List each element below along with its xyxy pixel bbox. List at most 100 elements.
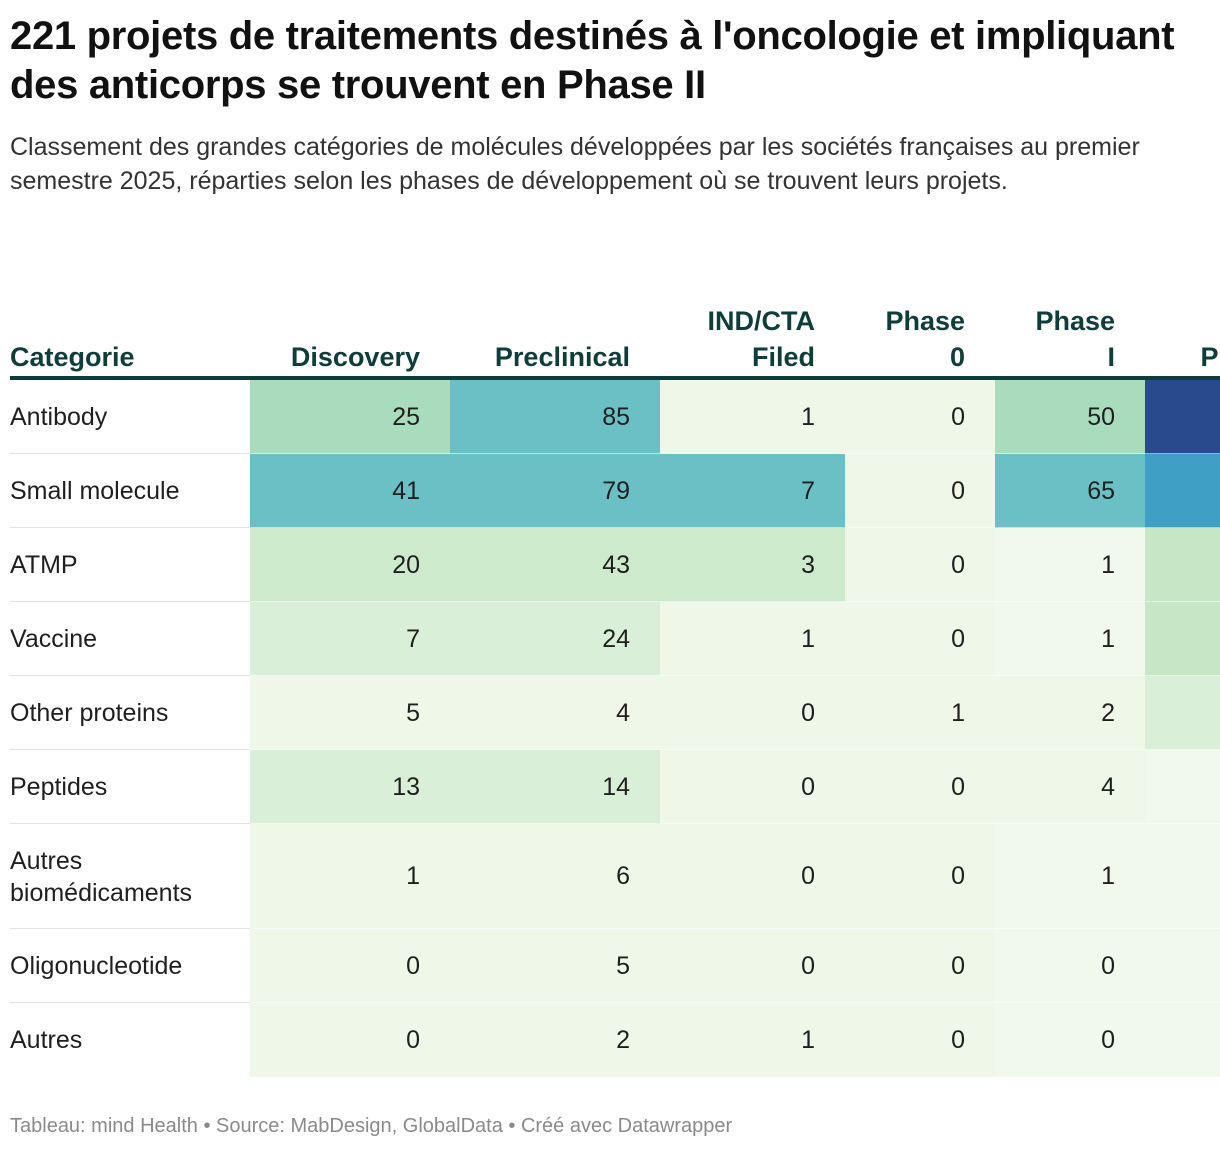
header-rule (10, 376, 1220, 380)
row-separator (250, 453, 1220, 454)
row-separator (10, 453, 250, 454)
table-row: Autres biomédicaments 1 6 0 0 1 (10, 824, 1220, 929)
chart-title: 221 projets de traitements destinés à l'… (10, 14, 1175, 107)
heatmap-cell: 1 (660, 602, 845, 676)
table-row: Antibody 25 85 1 0 50 (10, 380, 1220, 454)
table-row: Small molecule 41 79 7 0 65 (10, 454, 1220, 528)
heatmap-cell: 1 (845, 676, 995, 750)
heatmap-cell: 0 (845, 824, 995, 929)
heatmap-cell: 65 (995, 454, 1145, 528)
column-header-discovery: Discovery (290, 342, 420, 372)
row-label: Small molecule (10, 477, 180, 505)
heatmap-cell: 2 (995, 676, 1145, 750)
column-header-phase-0: Phase 0 (885, 306, 965, 372)
heatmap-cell: 43 (450, 528, 660, 602)
column-header-ind-cta-filed: IND/CTA Filed (707, 306, 816, 372)
heatmap-cell: 5 (250, 676, 450, 750)
heatmap-cell (1145, 380, 1220, 454)
row-separator (250, 928, 1220, 929)
heatmap-cell: 0 (845, 750, 995, 824)
heatmap-cell (1145, 1003, 1220, 1077)
heatmap-cell: 0 (995, 929, 1145, 1003)
row-separator (10, 601, 250, 602)
heatmap-cell: 1 (660, 380, 845, 454)
row-separator (10, 675, 250, 676)
heatmap-cell: 1 (995, 824, 1145, 929)
heatmap-cell: 25 (250, 380, 450, 454)
heatmap-cell: 24 (450, 602, 660, 676)
heatmap-cell (1145, 824, 1220, 929)
heatmap-cell: 1 (250, 824, 450, 929)
heatmap-cell (1145, 602, 1220, 676)
heatmap-cell: 0 (845, 929, 995, 1003)
table-row: Vaccine 7 24 1 0 1 (10, 602, 1220, 676)
table-row: ATMP 20 43 3 0 1 (10, 528, 1220, 602)
chart-subtitle: Classement des grandes catégories de mol… (10, 133, 1140, 195)
heatmap-cell: 3 (660, 528, 845, 602)
table-row: Other proteins 5 4 0 1 2 (10, 676, 1220, 750)
heatmap-cell: 0 (845, 380, 995, 454)
table-row: Oligonucleotide 0 5 0 0 0 (10, 929, 1220, 1003)
heatmap-cell: 0 (995, 1003, 1145, 1077)
heatmap-cell (1145, 676, 1220, 750)
row-separator (250, 675, 1220, 676)
row-label: ATMP (10, 551, 78, 579)
row-separator (250, 601, 1220, 602)
row-label: Peptides (10, 773, 108, 801)
heatmap-cell: 13 (250, 750, 450, 824)
heatmap-cell: 85 (450, 380, 660, 454)
heatmap-cell: 0 (250, 929, 450, 1003)
row-label: Vaccine (10, 625, 98, 653)
heatmap-cell (1145, 929, 1220, 1003)
heatmap-cell: 1 (995, 602, 1145, 676)
table-row: Autres 0 2 1 0 0 (10, 1003, 1220, 1077)
heatmap-cell: 0 (845, 1003, 995, 1077)
heatmap-cell: 14 (450, 750, 660, 824)
table-row: Peptides 13 14 0 0 4 (10, 750, 1220, 824)
row-separator (10, 749, 250, 750)
heatmap-cell: 79 (450, 454, 660, 528)
heatmap-table: Categorie Discovery Preclinical IND/CTA Fil… (10, 285, 1220, 1080)
heatmap-cell: 2 (450, 1003, 660, 1077)
row-label: Other proteins (10, 699, 169, 727)
column-header-phase-i: Phase I (1035, 306, 1115, 372)
heatmap-cell: 0 (660, 750, 845, 824)
heatmap-cell: 4 (450, 676, 660, 750)
row-label: Antibody (10, 403, 108, 431)
heatmap-cell: 7 (660, 454, 845, 528)
column-header-ph: Ph (1200, 342, 1220, 372)
heatmap-cell: 1 (660, 1003, 845, 1077)
heatmap-cell: 50 (995, 380, 1145, 454)
row-separator (250, 749, 1220, 750)
heatmap-cell: 0 (660, 824, 845, 929)
row-separator (250, 1002, 1220, 1003)
row-separator (250, 823, 1220, 824)
heatmap-cell: 0 (250, 1003, 450, 1077)
row-label: Oligonucleotide (10, 952, 183, 980)
heatmap-cell: 0 (845, 528, 995, 602)
heatmap-cell: 41 (250, 454, 450, 528)
row-separator (250, 527, 1220, 528)
row-label: Autres biomédicaments (10, 846, 193, 907)
row-label: Autres (10, 1026, 83, 1054)
heatmap-cell: 6 (450, 824, 660, 929)
column-header-category: Categorie (10, 342, 135, 372)
heatmap-cell (1145, 750, 1220, 824)
table-header-row: Categorie Discovery Preclinical IND/CTA Fil… (10, 285, 1220, 375)
chart-footer: Tableau: mind Health • Source: MabDesign… (10, 1115, 733, 1137)
heatmap-cell: 0 (845, 602, 995, 676)
heatmap-cell: 5 (450, 929, 660, 1003)
heatmap-cell: 0 (660, 929, 845, 1003)
heatmap-cell: 7 (250, 602, 450, 676)
heatmap-cell: 1 (995, 528, 1145, 602)
heatmap-cell (1145, 454, 1220, 528)
heatmap-cell: 0 (845, 454, 995, 528)
row-separator (10, 1002, 250, 1003)
heatmap-cell: 20 (250, 528, 450, 602)
heatmap-cell: 4 (995, 750, 1145, 824)
row-separator (10, 928, 250, 929)
column-header-preclinical: Preclinical (494, 342, 630, 372)
row-separator (10, 527, 250, 528)
heatmap-cell (1145, 528, 1220, 602)
row-separator (10, 823, 250, 824)
